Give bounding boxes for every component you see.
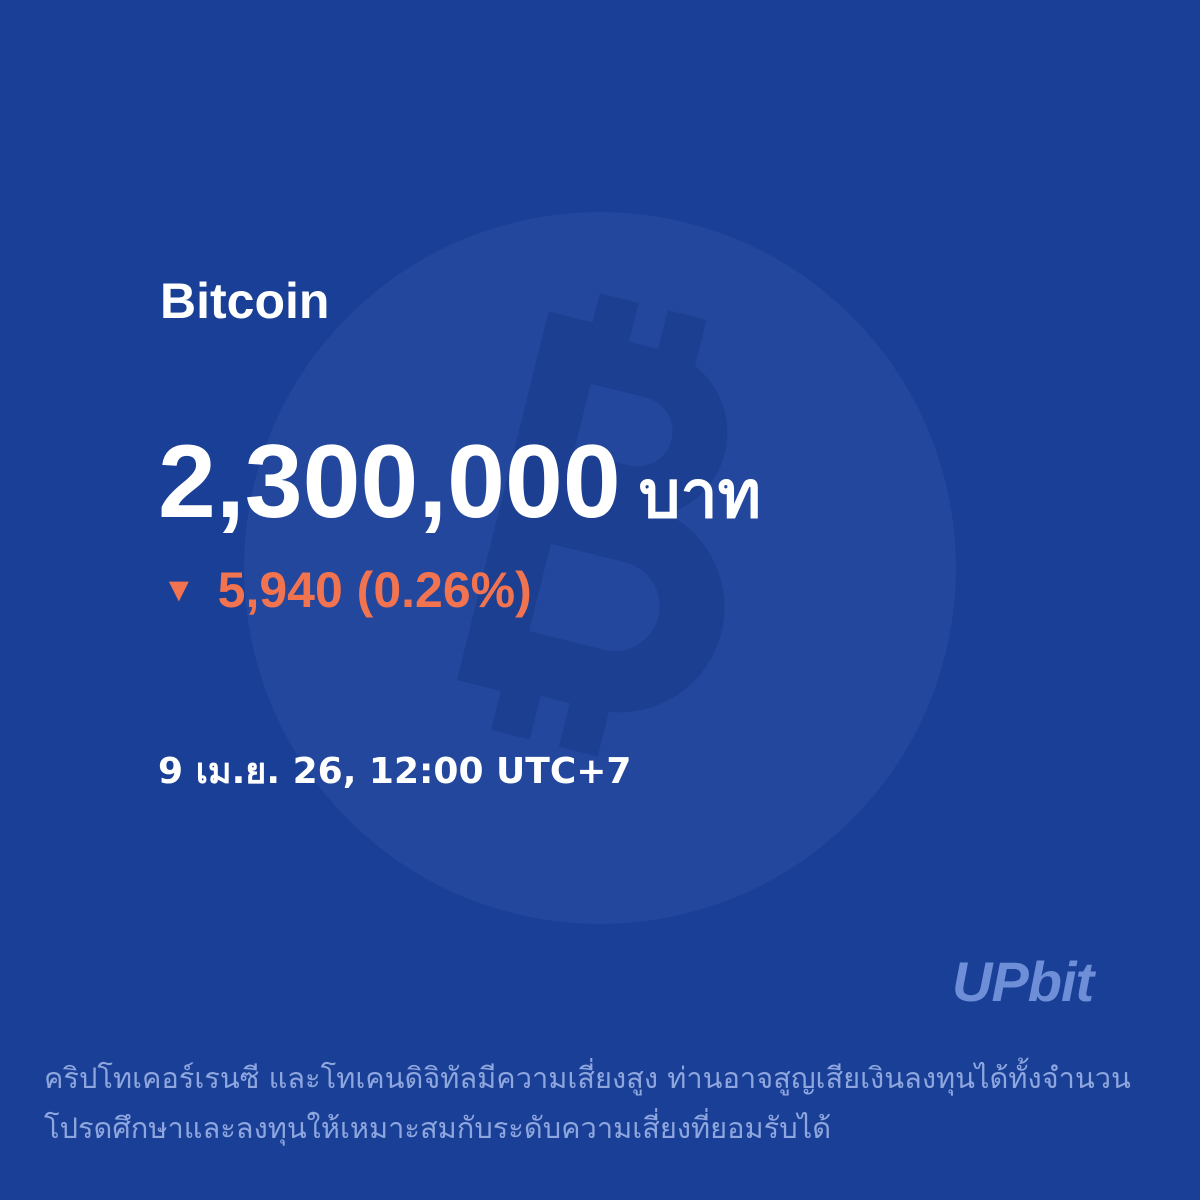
- change-arrow: ▼: [162, 571, 196, 609]
- price-row: 2,300,000 บาท: [158, 430, 761, 534]
- brand-logo: UPbit: [952, 950, 1094, 1013]
- currency-unit: บาท: [638, 456, 762, 533]
- disclaimer-line: คริปโทเคอร์เรนซี และโทเคนดิจิทัลมีความเส…: [44, 1061, 1131, 1095]
- change-row: ▼ 5,940 (0.26%): [162, 565, 532, 615]
- price: 2,300,000: [158, 424, 621, 540]
- timestamp: 9 เม.ย. 26, 12:00 UTC+7: [158, 751, 632, 792]
- disclaimer-line: โปรดศึกษาและลงทุนให้เหมาะสมกับระดับความเ…: [44, 1111, 832, 1145]
- bitcoin-symbol: [457, 293, 728, 757]
- coin-circle: [244, 212, 956, 924]
- coin-name: Bitcoin: [160, 273, 330, 329]
- price-change: 5,940 (0.26%): [217, 562, 532, 618]
